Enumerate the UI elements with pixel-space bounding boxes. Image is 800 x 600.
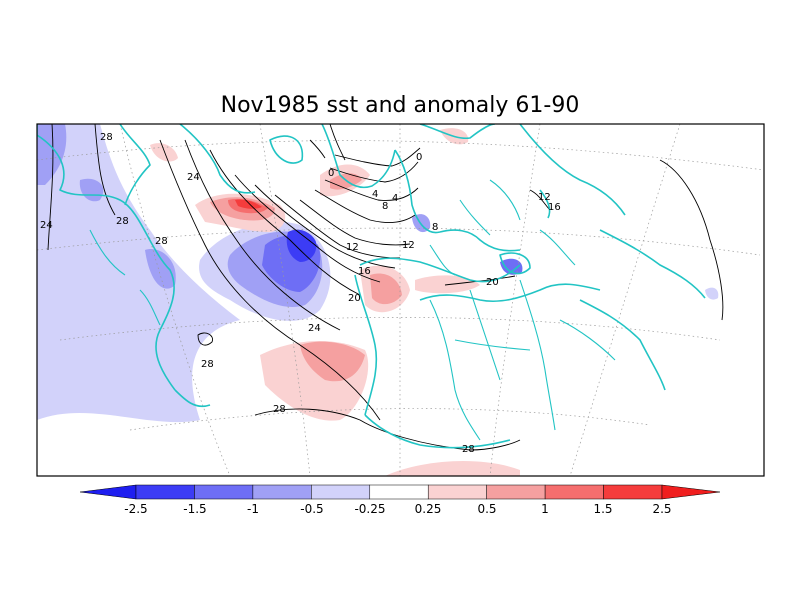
colorbar-label: 1.5: [593, 502, 612, 516]
contour-label: 16: [548, 202, 561, 213]
colorbar-segment: [252, 484, 312, 500]
graticule: [37, 124, 764, 476]
contour-label: 28: [155, 236, 168, 247]
contour-label: 28: [116, 216, 129, 227]
colorbar-arrow-low: [79, 484, 137, 500]
colorbar-label: 2.5: [652, 502, 671, 516]
contour-label: 28: [462, 444, 475, 455]
colorbar-arrow-high: [661, 484, 721, 500]
colorbar-label: 0.25: [415, 502, 442, 516]
sst-contours: [47, 124, 724, 451]
colorbar: -2.5 -1.5 -1 -0.5 -0.25 0.25 0.5 1 1.5 2…: [79, 484, 721, 516]
contour-label: 16: [358, 266, 371, 277]
contour-label: 0: [416, 152, 422, 163]
colorbar-segment: [311, 484, 371, 500]
coastlines: [37, 124, 706, 449]
anomaly-region-blacksea-blue: [500, 258, 523, 275]
colorbar-label: -1: [247, 502, 259, 516]
colorbar-label: -0.25: [354, 502, 385, 516]
contour-labels: 0 0 4 4 8 8 12 12 12 16 16 20 20 24 24 2…: [40, 132, 561, 455]
contour-label: 20: [348, 293, 361, 304]
anomaly-region-east-blue: [705, 287, 719, 300]
contour-label: 12: [538, 192, 551, 203]
colorbar-label: -1.5: [183, 502, 206, 516]
map-title: Nov1985 sst and anomaly 61-90: [221, 93, 580, 118]
contour-label: 8: [432, 222, 438, 233]
contour-label: 28: [201, 359, 214, 370]
contour-label: 24: [308, 323, 321, 334]
anomaly-region-ne-core: [235, 199, 262, 209]
contour-label: 8: [382, 201, 388, 212]
contour-label: 12: [402, 240, 415, 251]
colorbar-segment: [135, 484, 195, 500]
anomaly-region-subtropic-mid: [300, 341, 365, 382]
colorbar-label: -0.5: [300, 502, 323, 516]
colorbar-label: 1: [541, 502, 549, 516]
country-borders: [89, 179, 616, 441]
contour-label: 28: [273, 404, 286, 415]
contour-label: 24: [187, 172, 200, 183]
colorbar-segment: [603, 484, 663, 500]
map-frame: [36, 123, 765, 477]
contour-label: 20: [486, 277, 499, 288]
contour-label: 28: [100, 132, 113, 143]
colorbar-segment: [544, 484, 604, 500]
anomaly-region-south-pink: [385, 461, 520, 476]
colorbar-label: -2.5: [124, 502, 147, 516]
contour-label: 12: [346, 242, 359, 253]
colorbar-segment: [427, 484, 487, 500]
map-panel: 0 0 4 4 8 8 12 12 12 16 16 20 20 24 24 2…: [37, 124, 764, 476]
colorbar-segment: [369, 484, 429, 500]
contour-label: 4: [392, 193, 398, 204]
anomaly-region-north-pink: [150, 143, 178, 162]
colorbar-segment: [486, 484, 546, 500]
colorbar-segments: [79, 484, 721, 500]
contour-label: 4: [372, 189, 378, 200]
anomaly-region-central-core: [286, 229, 317, 262]
contour-label: 0: [328, 168, 334, 179]
colorbar-labels: -2.5 -1.5 -1 -0.5 -0.25 0.25 0.5 1 1.5 2…: [124, 502, 671, 516]
colorbar-label: 0.5: [477, 502, 496, 516]
anomaly-region-sw-blob: [145, 249, 176, 289]
contour-label: 24: [40, 220, 53, 231]
colorbar-segment: [194, 484, 254, 500]
anomaly-region-nw: [37, 124, 67, 185]
